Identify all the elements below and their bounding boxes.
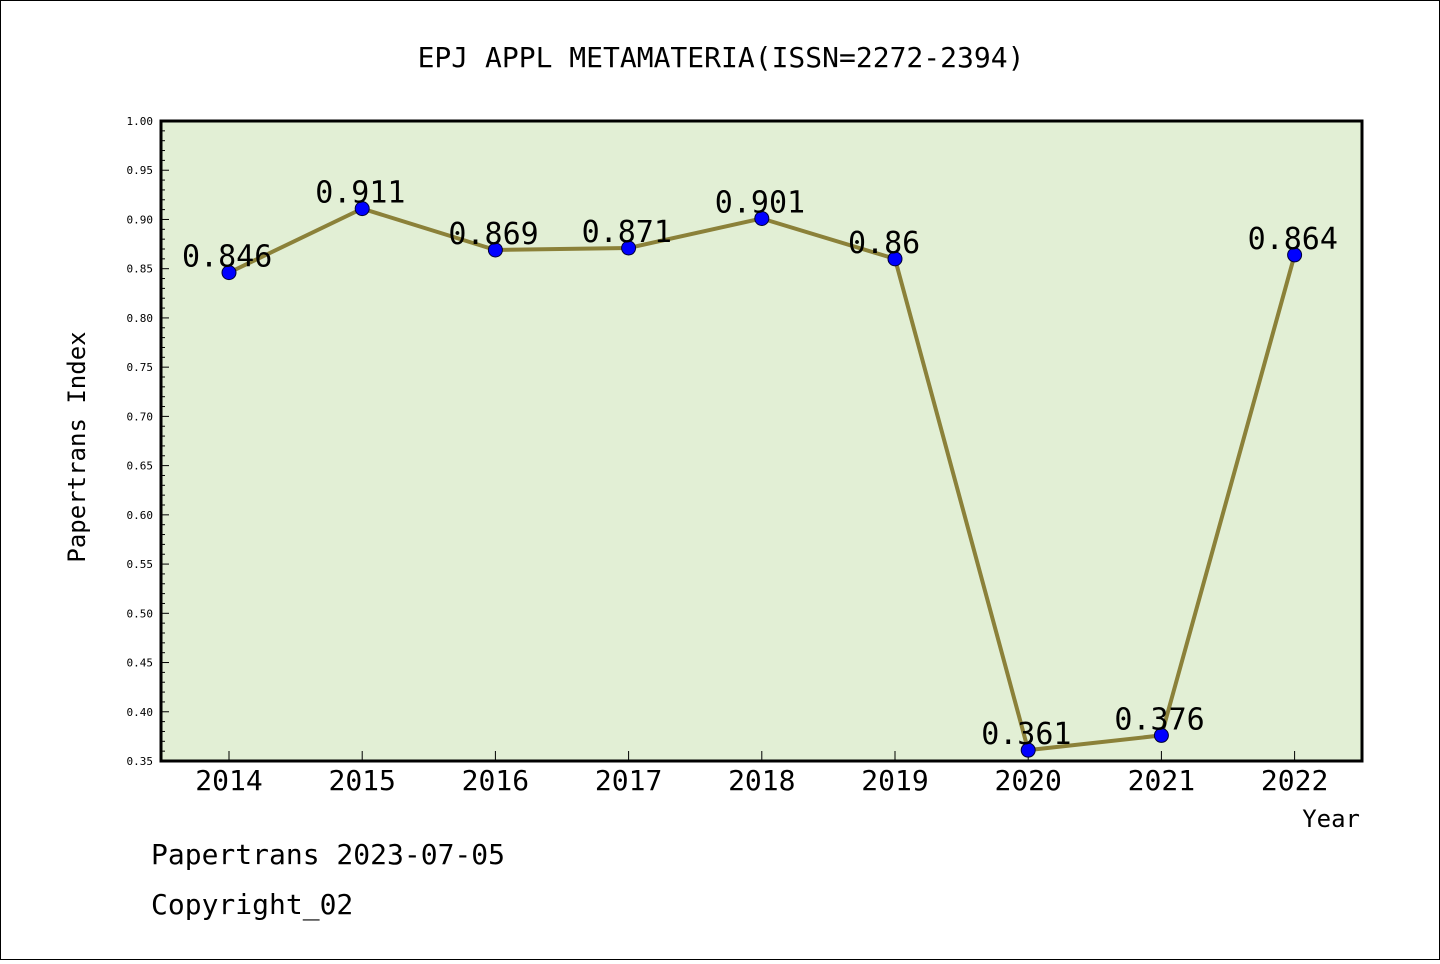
data-point (487, 242, 503, 258)
x-tick-label: 2015 (328, 764, 395, 797)
y-tick-label: 0.75 (127, 361, 154, 374)
y-tick-label: 0.65 (127, 460, 154, 473)
data-label: 0.901 (715, 185, 805, 220)
x-tick-label: 2018 (728, 764, 795, 797)
data-point (1153, 727, 1169, 743)
x-tick-label: 2020 (994, 764, 1061, 797)
y-tick-label: 0.60 (127, 509, 154, 522)
y-tick-label: 0.45 (127, 657, 154, 670)
y-tick-label: 0.80 (127, 312, 154, 325)
data-point (621, 240, 637, 256)
plot-area (159, 119, 1364, 763)
x-tick-label: 2019 (861, 764, 928, 797)
y-tick-label: 1.00 (127, 115, 154, 128)
x-tick-label: 2022 (1261, 764, 1328, 797)
data-point (887, 251, 903, 267)
y-tick-label: 0.95 (127, 164, 154, 177)
y-tick-label: 0.90 (127, 213, 154, 226)
y-tick-label: 0.50 (127, 607, 154, 620)
data-label-group: 0.846 0.911 0.869 0.871 0.901 0.86 0.361 0.376 0… (182, 176, 1338, 753)
x-tick-label: 2016 (462, 764, 529, 797)
chart-title: EPJ APPL METAMATERIA(ISSN=2272-2394) (418, 41, 1025, 74)
data-point (354, 201, 370, 217)
y-axis-label: Papertrans Index (63, 331, 91, 562)
data-point (1020, 742, 1036, 758)
y-tick-label: 0.70 (127, 410, 154, 423)
y-axis: 0.35 0.40 0.45 0.50 0.55 0.60 0.65 0.70 0.75 0.80… (127, 115, 169, 768)
footer-copyright: Copyright_02 (151, 888, 353, 922)
x-tick-label: 2017 (595, 764, 662, 797)
y-tick-label: 0.55 (127, 558, 154, 571)
data-label: 0.846 (182, 240, 272, 275)
data-label: 0.376 (1114, 702, 1204, 737)
data-label: 0.911 (315, 176, 405, 211)
data-label: 0.871 (582, 215, 672, 250)
series-line-group (221, 201, 1303, 758)
data-label: 0.869 (448, 217, 538, 252)
data-point (1287, 247, 1303, 263)
data-point (754, 210, 770, 226)
x-axis: 2014 2015 2016 2017 2018 2019 2020 2021 2022 (195, 751, 1328, 797)
footer-date: Papertrans 2023-07-05 (151, 838, 505, 871)
x-tick-label: 2014 (195, 764, 262, 797)
y-tick-label: 0.40 (127, 706, 154, 719)
y-tick-label: 0.35 (127, 755, 154, 768)
data-label: 0.864 (1248, 222, 1338, 257)
data-label: 0.361 (981, 717, 1071, 752)
x-axis-label: Year (1302, 805, 1360, 833)
data-point (221, 265, 237, 281)
data-label: 0.86 (848, 226, 920, 261)
y-tick-label: 0.85 (127, 263, 154, 276)
x-tick-label: 2021 (1128, 764, 1195, 797)
